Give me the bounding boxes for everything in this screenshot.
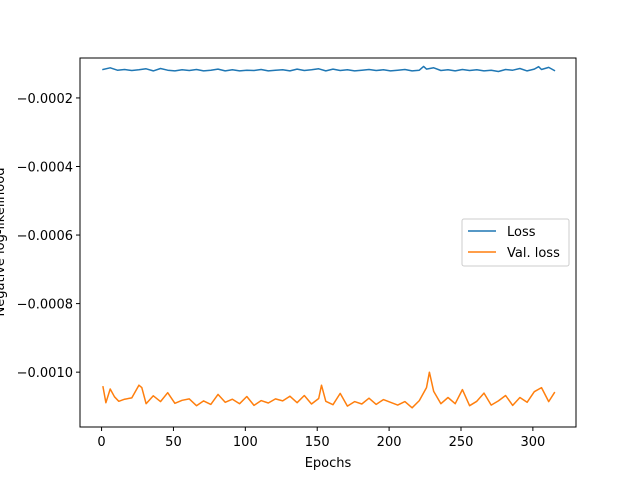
x-tick-label: 300	[520, 435, 545, 450]
series-line-loss	[102, 65, 556, 73]
legend-label: Val. loss	[507, 246, 560, 261]
legend: Loss Val. loss	[461, 218, 570, 267]
series-line-val-loss	[102, 371, 556, 409]
x-tick-label: 100	[233, 435, 258, 450]
y-axis-label: Negative log-likelihood	[0, 168, 8, 317]
series-layer	[102, 65, 556, 409]
y-tick-label: −0.0002	[17, 92, 73, 107]
y-tick-label: −0.0006	[17, 229, 73, 244]
x-tick-label: 250	[449, 435, 474, 450]
y-tick-label: −0.0004	[17, 160, 73, 175]
plot-frame	[79, 57, 577, 428]
x-tick-label: 200	[377, 435, 402, 450]
y-tick-label: −0.0010	[17, 366, 73, 381]
y-tick-label: −0.0008	[17, 298, 73, 313]
x-axis: 0 50 100 150 200 250 300	[97, 427, 545, 450]
y-axis: −0.0002 −0.0004 −0.0006 −0.0008 −0.0010	[17, 92, 80, 381]
x-axis-label: Epochs	[305, 456, 352, 471]
x-tick-label: 150	[305, 435, 330, 450]
x-tick-label: 50	[165, 435, 182, 450]
legend-label: Loss	[507, 225, 536, 240]
x-tick-label: 0	[97, 435, 105, 450]
